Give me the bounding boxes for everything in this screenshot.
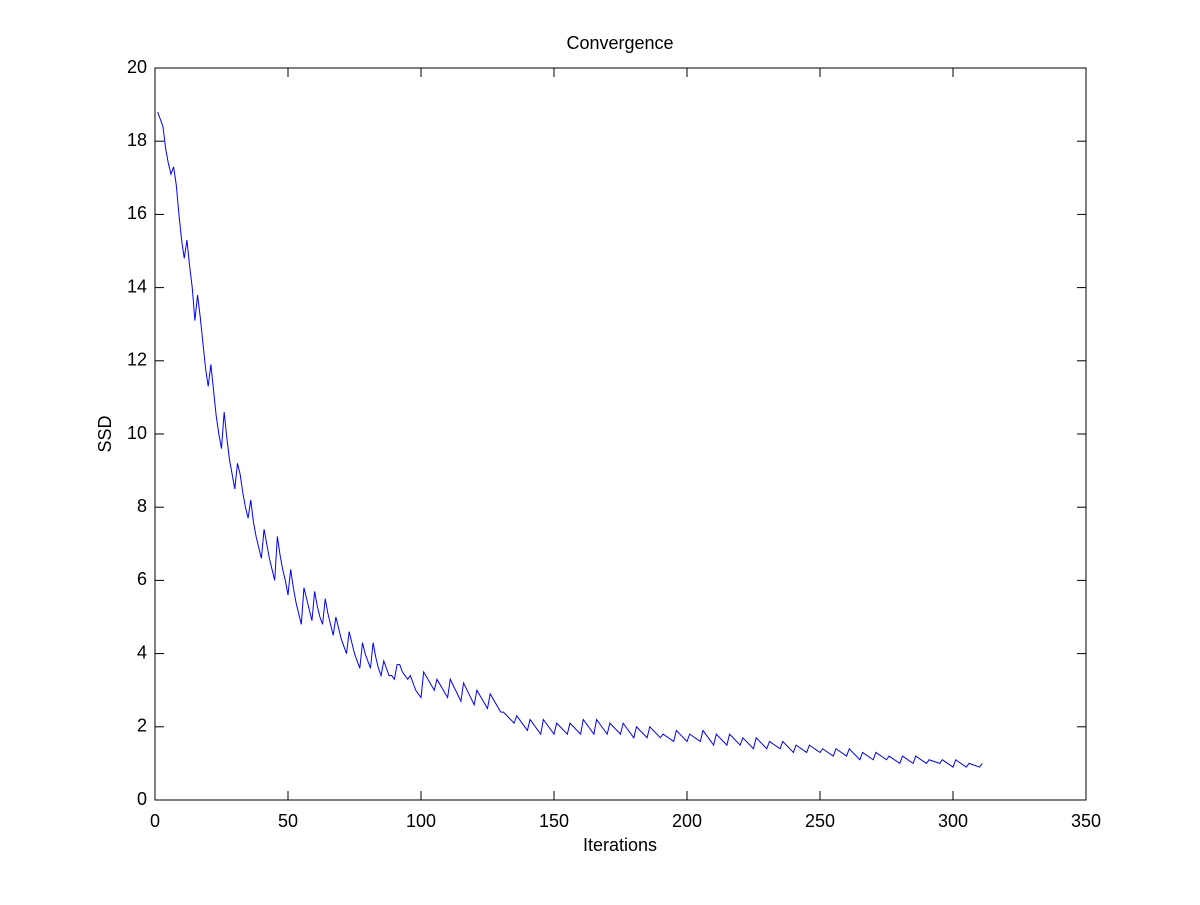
y-tick-label: 14: [127, 276, 147, 296]
x-tick-label: 250: [805, 811, 835, 831]
data-line: [157, 111, 983, 768]
y-tick-label: 4: [137, 642, 147, 662]
y-tick-label: 10: [127, 423, 147, 443]
y-tick-label: 8: [137, 496, 147, 516]
chart-title: Convergence: [566, 33, 673, 53]
x-tick-label: 150: [539, 811, 569, 831]
y-tick-label: 20: [127, 57, 147, 77]
x-tick-label: 100: [406, 811, 436, 831]
y-tick-label: 0: [137, 789, 147, 809]
x-tick-label: 300: [938, 811, 968, 831]
x-axis-label: Iterations: [583, 835, 657, 855]
y-tick-label: 18: [127, 130, 147, 150]
x-tick-label: 0: [150, 811, 160, 831]
y-tick-label: 16: [127, 203, 147, 223]
x-tick-label: 200: [672, 811, 702, 831]
x-tick-label: 350: [1071, 811, 1101, 831]
x-tick-label: 50: [278, 811, 298, 831]
y-tick-label: 12: [127, 350, 147, 370]
y-axis-label: SSD: [95, 415, 115, 452]
y-tick-label: 6: [137, 569, 147, 589]
y-tick-label: 2: [137, 716, 147, 736]
